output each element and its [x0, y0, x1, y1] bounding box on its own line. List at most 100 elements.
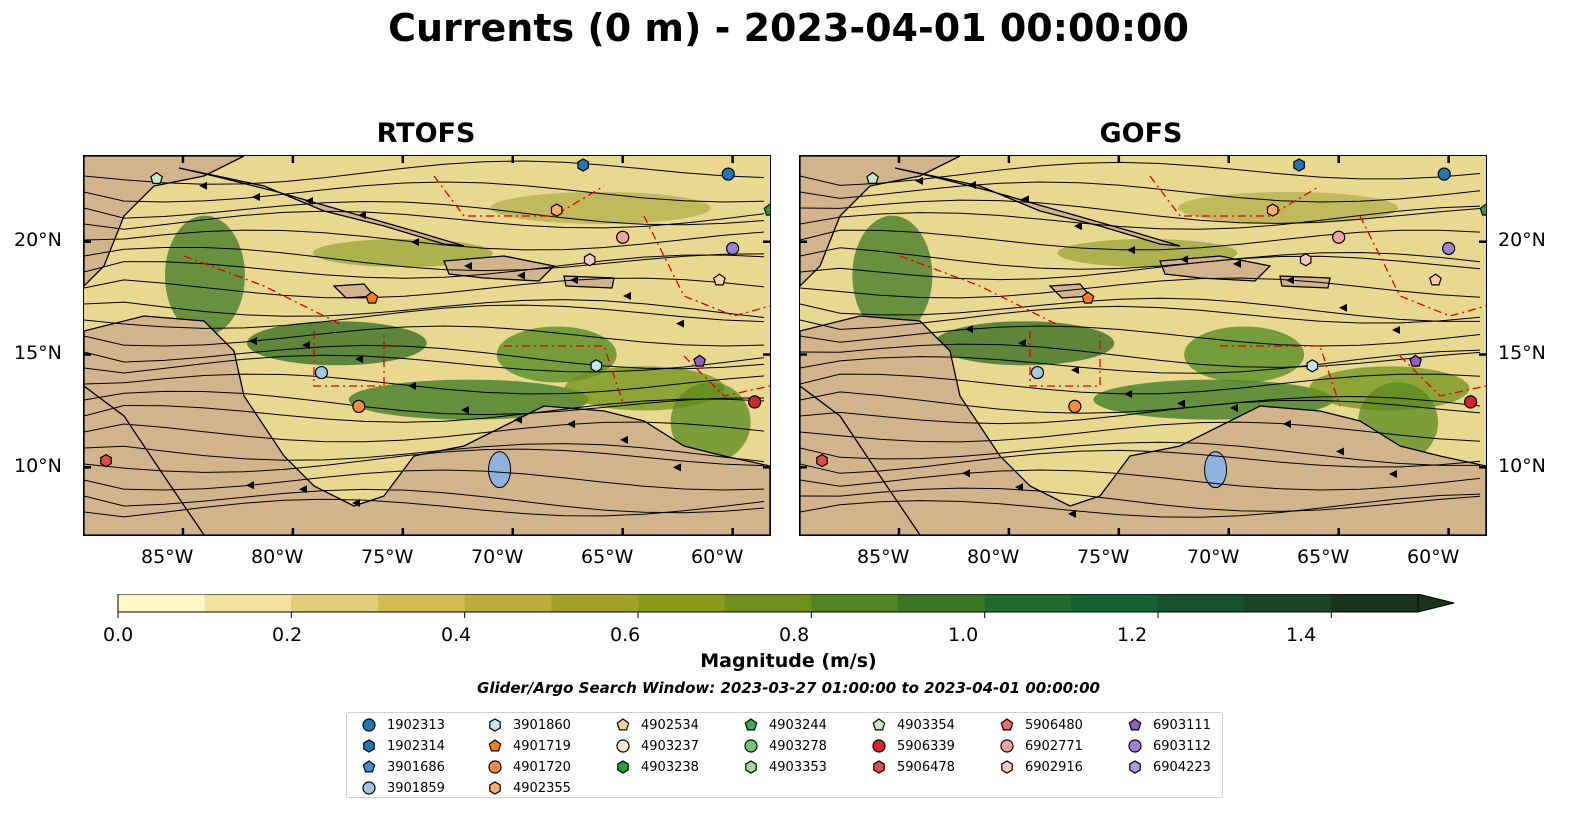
streamline-arrow — [1071, 365, 1079, 374]
legend-marker-circle-icon — [744, 739, 758, 753]
lat-tick-label: 20°N — [14, 229, 62, 251]
colorbar-tick-label: 0.4 — [441, 624, 472, 646]
panel-title-rtofs: RTOFS — [376, 118, 476, 149]
streamline — [800, 349, 1481, 374]
streamline-arrow — [962, 469, 970, 478]
legend-marker-pentagon-icon — [616, 718, 630, 731]
streamline-arrow — [570, 275, 578, 284]
lon-tick-label: 65°W — [1297, 546, 1350, 568]
streamline — [84, 448, 765, 473]
lon-tick-label: 60°W — [691, 546, 744, 568]
legend-item: 3901860 — [487, 717, 571, 733]
legend-label: 6904223 — [1153, 759, 1211, 775]
legend-label: 5906478 — [897, 759, 955, 775]
float-marker-6903111 — [693, 354, 707, 367]
lon-tick-label: 75°W — [361, 546, 414, 568]
lat-tick-label: 10°N — [1498, 455, 1546, 477]
streamline — [800, 493, 1481, 518]
lon-tick-label: 85°W — [141, 546, 194, 568]
legend-marker-hexagon-icon — [617, 760, 629, 774]
colorbar-segment — [984, 594, 1072, 612]
streamline-arrow — [1233, 259, 1241, 268]
streamline — [84, 325, 765, 347]
streamline — [84, 254, 765, 279]
legend-marker-circle-icon — [488, 760, 502, 774]
streamline-arrow — [1283, 419, 1291, 428]
streamline — [84, 277, 765, 299]
legend-item: 6902916 — [999, 759, 1083, 775]
streamline — [800, 469, 1481, 491]
lon-tick-label: 65°W — [581, 546, 634, 568]
eez-boundary — [313, 331, 385, 387]
current-speed-region — [852, 215, 933, 336]
legend-item: 1902313 — [361, 717, 445, 733]
land-polygon — [800, 315, 1486, 535]
colorbar-segment — [638, 594, 726, 612]
streamline — [84, 373, 765, 395]
legend-label: 3901860 — [513, 717, 571, 733]
streamline — [84, 304, 765, 329]
streamline-arrow — [1230, 404, 1238, 413]
eez-boundary — [683, 355, 770, 397]
streamline — [800, 325, 1481, 347]
streamline-arrow — [305, 197, 313, 206]
legend-item: 4903354 — [871, 717, 955, 733]
streamline — [800, 205, 1481, 230]
lat-tick-label: 15°N — [1498, 342, 1546, 364]
float-marker-1902314 — [1293, 158, 1305, 172]
streamline — [800, 441, 1480, 466]
current-speed-region — [312, 239, 493, 268]
legend-marker-circle-icon — [1128, 739, 1142, 753]
float-marker-3901859 — [1030, 365, 1045, 380]
land-polygon — [178, 167, 465, 247]
legend-label: 5906480 — [1025, 717, 1083, 733]
streamline-arrow — [358, 211, 366, 220]
streamline — [84, 200, 765, 226]
legend-marker-circle-icon — [616, 739, 630, 753]
currents-map-gofs — [800, 156, 1486, 535]
colorbar-tick-label: 0.6 — [610, 624, 641, 646]
streamline — [800, 181, 1481, 203]
legend-marker-circle-icon — [1000, 739, 1014, 753]
streamline-arrow — [1074, 222, 1082, 231]
legend-item: 6904223 — [1127, 759, 1211, 775]
streamline-arrow — [252, 192, 260, 201]
legend-marker-hexagon-icon — [873, 760, 885, 774]
land-polygon — [1279, 275, 1331, 289]
colorbar-segment — [1158, 594, 1246, 612]
streamline — [84, 210, 765, 230]
colorbar-segment — [291, 594, 379, 612]
streamline-arrow — [567, 420, 575, 429]
colorbar — [117, 594, 1455, 618]
float-marker-5906339 — [748, 395, 762, 409]
legend-item: 6902771 — [999, 738, 1083, 754]
legend-item: 4901719 — [487, 738, 571, 754]
streamline-arrow — [1021, 195, 1029, 204]
float-marker-5906478 — [816, 453, 828, 468]
lon-tick-label: 80°W — [251, 546, 304, 568]
streamline-arrow — [676, 319, 684, 328]
legend-item: 1902314 — [361, 738, 445, 754]
legend-marker-pentagon-icon — [1000, 718, 1014, 731]
legend-marker-hexagon-icon — [489, 781, 501, 795]
float-marker-1902313 — [721, 167, 735, 181]
legend-item: 4903353 — [743, 759, 827, 775]
eez-boundary — [1399, 355, 1486, 397]
streamline — [800, 399, 1481, 425]
land-polygon — [84, 315, 770, 535]
lake — [1204, 451, 1228, 489]
float-marker-4903354 — [866, 171, 880, 184]
float-marker-6902916 — [583, 253, 596, 267]
lake — [488, 451, 512, 489]
colorbar-tick-label: 0.8 — [779, 624, 810, 646]
legend-item: 4903238 — [615, 759, 699, 775]
colorbar-segment — [118, 594, 206, 612]
land-polygon — [894, 167, 1181, 247]
streamline-arrow — [352, 499, 360, 508]
legend-marker-circle-icon — [362, 718, 376, 732]
streamline — [84, 354, 765, 374]
float-marker-3901860 — [1306, 359, 1319, 373]
streamline — [800, 391, 1481, 414]
streamline-arrow — [411, 238, 419, 247]
legend-label: 4903353 — [769, 759, 827, 775]
